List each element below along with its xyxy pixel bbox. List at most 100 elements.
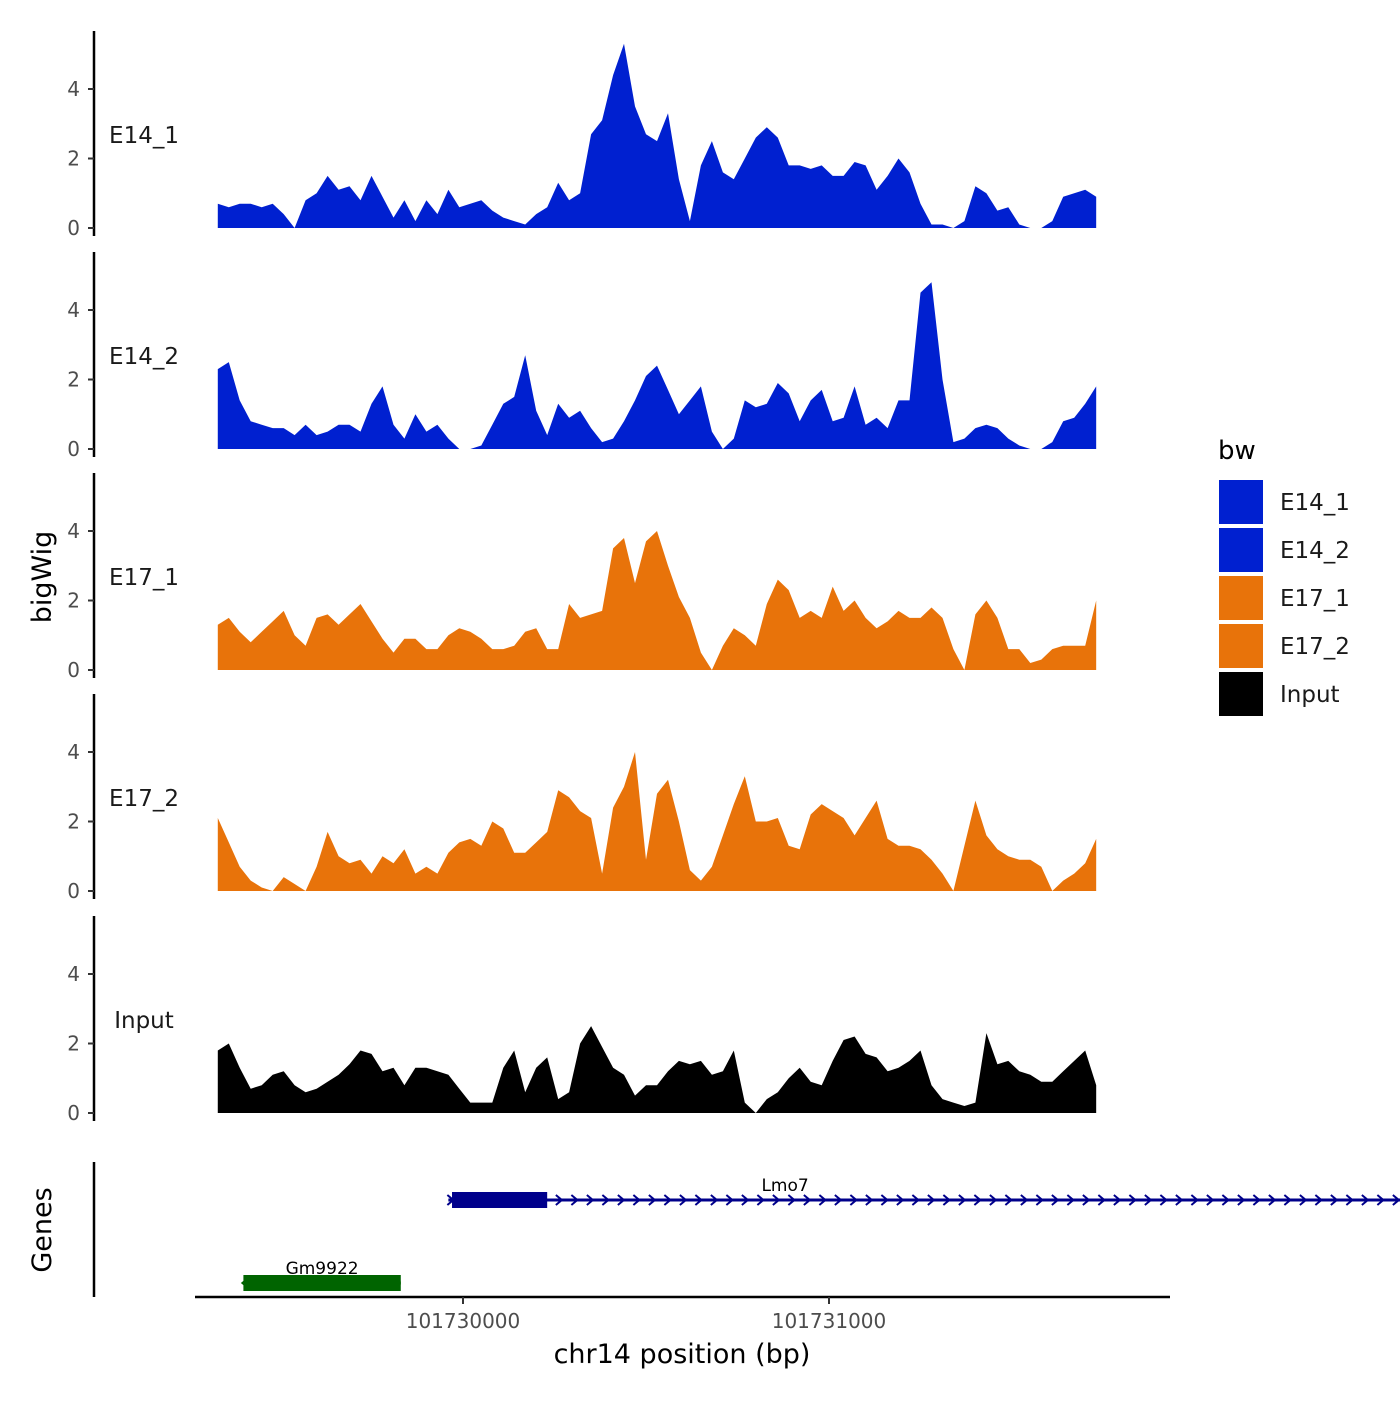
y-tick-label: 2 xyxy=(67,810,80,834)
strand-arrow xyxy=(865,1194,874,1206)
strand-arrow xyxy=(1299,1194,1308,1206)
strand-arrow xyxy=(555,1194,564,1206)
strand-arrow xyxy=(694,1194,703,1206)
legend-swatch xyxy=(1219,672,1263,716)
track-label: E17_2 xyxy=(109,786,179,812)
strand-arrow xyxy=(1190,1194,1199,1206)
strand-arrow xyxy=(1221,1194,1230,1206)
strand-arrow xyxy=(1066,1194,1075,1206)
track-label: E17_1 xyxy=(109,565,179,591)
strand-arrow xyxy=(756,1194,765,1206)
legend-swatch xyxy=(1219,528,1263,572)
strand-arrow xyxy=(648,1194,657,1206)
legend-swatch xyxy=(1219,576,1263,620)
strand-arrow xyxy=(1206,1194,1215,1206)
legend-label: Input xyxy=(1280,682,1340,708)
y-tick-label: 2 xyxy=(67,589,80,613)
x-axis: 101730000 101731000 xyxy=(195,1295,1170,1333)
y-tick-label: 2 xyxy=(67,368,80,392)
legend-label: E14_1 xyxy=(1280,490,1350,516)
y-tick-label: 4 xyxy=(67,740,80,764)
y-tick-label: 4 xyxy=(67,519,80,543)
x-axis-title: chr14 position (bp) xyxy=(554,1339,811,1370)
track-E17_1: 0 2 4 E17_1 xyxy=(67,473,1097,682)
y-tick-label: 2 xyxy=(67,147,80,171)
strand-arrow xyxy=(1376,1194,1385,1206)
y-tick-label: 0 xyxy=(67,658,80,682)
y-tick-label: 0 xyxy=(67,216,80,240)
track-E14_1: 0 2 4 E14_1 xyxy=(67,31,1097,240)
y-tick-label: 0 xyxy=(67,437,80,461)
gene-Lmo7: Lmo7 xyxy=(446,1176,1400,1208)
legend-label: E17_1 xyxy=(1280,586,1350,612)
track-label: E14_1 xyxy=(109,123,179,149)
strand-arrow xyxy=(927,1194,936,1206)
strand-arrow xyxy=(1159,1194,1168,1206)
strand-arrow xyxy=(880,1194,889,1206)
strand-arrow xyxy=(617,1194,626,1206)
signal-area-E14_1 xyxy=(217,43,1097,228)
track-label: Input xyxy=(114,1008,174,1034)
y-tick-label: 2 xyxy=(67,1032,80,1056)
strand-arrow xyxy=(1314,1194,1323,1206)
strand-arrow xyxy=(725,1194,734,1206)
strand-arrow xyxy=(942,1194,951,1206)
strand-arrow xyxy=(896,1194,905,1206)
strand-arrow xyxy=(1268,1194,1277,1206)
track-E17_2: 0 2 4 E17_2 xyxy=(67,694,1097,903)
strand-arrow xyxy=(1128,1194,1137,1206)
strand-arrow xyxy=(1392,1194,1400,1206)
gene-label: Lmo7 xyxy=(761,1176,808,1196)
strand-arrow xyxy=(1283,1194,1292,1206)
signal-area-E17_1 xyxy=(217,531,1097,670)
strand-arrow xyxy=(1330,1194,1339,1206)
track-label: E14_2 xyxy=(109,344,179,370)
strand-arrow xyxy=(710,1194,719,1206)
strand-arrow xyxy=(1175,1194,1184,1206)
strand-arrow xyxy=(1345,1194,1354,1206)
strand-arrow xyxy=(973,1194,982,1206)
strand-arrow xyxy=(787,1194,796,1206)
y-axis-title: bigWig xyxy=(27,531,58,624)
track-E14_2: 0 2 4 E14_2 xyxy=(67,252,1097,461)
strand-arrow xyxy=(679,1194,688,1206)
signal-area-Input xyxy=(217,1026,1097,1113)
strand-arrow xyxy=(1082,1194,1091,1206)
strand-arrow xyxy=(632,1194,641,1206)
legend-swatch xyxy=(1219,624,1263,668)
legend-label: E14_2 xyxy=(1280,538,1350,564)
y-tick-label: 4 xyxy=(67,77,80,101)
strand-arrow xyxy=(1004,1194,1013,1206)
genes-track: Lmo7 Gm9922 xyxy=(92,1162,1400,1297)
strand-arrow xyxy=(1035,1194,1044,1206)
strand-arrow xyxy=(1237,1194,1246,1206)
signal-tracks: 0 2 4 E14_1 0 2 4 E14_2 0 2 4 E17_1 0 2 4 E17_2 0 2 4 Input xyxy=(67,31,1097,1125)
gene-Gm9922: Gm9922 xyxy=(240,1259,401,1291)
legend-title: bw xyxy=(1218,436,1256,466)
x-tick-label: 101731000 xyxy=(772,1309,887,1333)
track-Input: 0 2 4 Input xyxy=(67,916,1097,1125)
strand-arrow xyxy=(1144,1194,1153,1206)
strand-arrow xyxy=(570,1194,579,1206)
gene-exon xyxy=(452,1192,548,1208)
legend-swatch xyxy=(1219,480,1263,524)
x-tick-label: 101730000 xyxy=(406,1309,521,1333)
signal-area-E14_2 xyxy=(217,282,1097,449)
strand-arrow xyxy=(586,1194,595,1206)
strand-arrow xyxy=(834,1194,843,1206)
strand-arrow xyxy=(989,1194,998,1206)
strand-arrow xyxy=(772,1194,781,1206)
gene-label: Gm9922 xyxy=(286,1259,359,1279)
legend-label: E17_2 xyxy=(1280,634,1350,660)
strand-arrow xyxy=(958,1194,967,1206)
strand-arrow xyxy=(1252,1194,1261,1206)
genes-axis-title: Genes xyxy=(27,1187,58,1272)
strand-arrow xyxy=(1113,1194,1122,1206)
strand-arrow xyxy=(1051,1194,1060,1206)
strand-arrow xyxy=(1097,1194,1106,1206)
strand-arrow xyxy=(818,1194,827,1206)
gene-exon xyxy=(243,1275,401,1291)
y-tick-label: 4 xyxy=(67,298,80,322)
